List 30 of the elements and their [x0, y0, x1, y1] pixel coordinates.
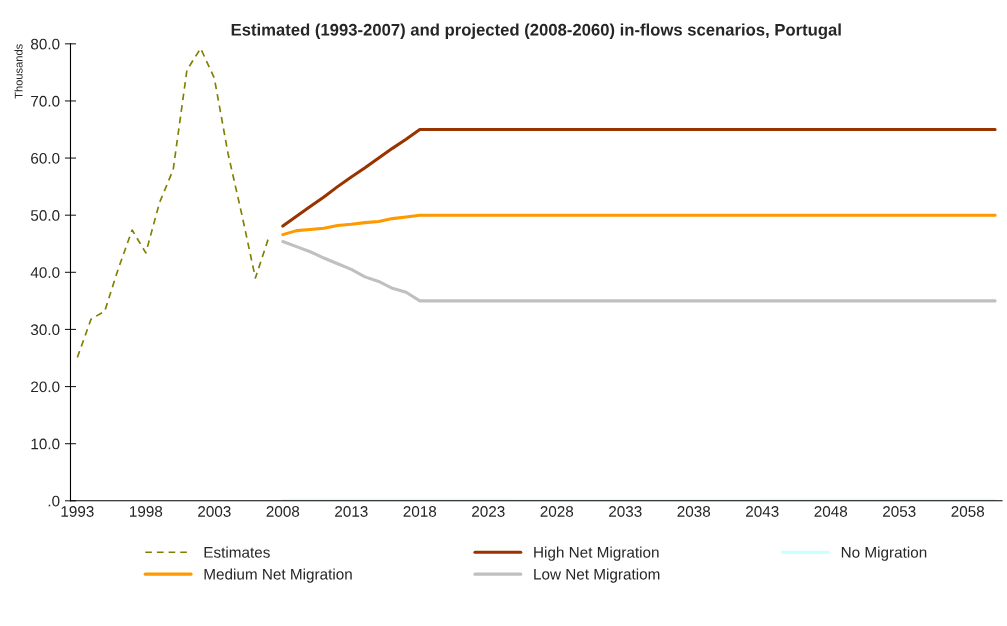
- x-tick-label: 2003: [198, 506, 231, 517]
- y-axis-title: Thousands: [14, 44, 23, 99]
- y-tick-label: 60.0: [31, 152, 60, 164]
- x-tick-label: 2018: [403, 506, 437, 517]
- y-tick-label: 20.0: [31, 381, 60, 393]
- y-tick-label: 70.0: [31, 95, 60, 107]
- x-tick-label: 2033: [609, 506, 642, 517]
- legend-label: Low Net Migratiom: [534, 568, 660, 583]
- y-tick-label: 50.0: [30, 210, 60, 221]
- legend-label: No Migration: [841, 546, 927, 561]
- x-tick-label: 2058: [951, 506, 985, 517]
- x-tick-label: 2048: [814, 506, 848, 517]
- legend-label: High Net Migration: [534, 546, 659, 561]
- x-tick-label: 2013: [335, 506, 368, 517]
- x-tick-label: 2023: [472, 506, 505, 517]
- y-tick-label: 80.0: [31, 38, 60, 50]
- x-tick-label: 2028: [540, 506, 574, 517]
- x-tick-label: 1993: [61, 506, 94, 517]
- legend-label: Estimates: [204, 546, 270, 558]
- x-tick-label: 2043: [746, 506, 779, 517]
- chart-title: Estimated (1993-2007) and projected (2008-2060) in-flows scenarios, Portugal: [231, 23, 841, 40]
- x-tick-label: 1998: [130, 506, 163, 517]
- x-tick-label: 2008: [266, 506, 300, 517]
- legend-label: Medium Net Migration: [204, 568, 352, 583]
- y-tick-label: 40.0: [30, 267, 60, 278]
- x-tick-label: 2038: [677, 506, 711, 517]
- x-tick-label: 2053: [883, 506, 916, 517]
- y-tick-label: .0: [48, 495, 60, 507]
- y-tick-label: 30.0: [30, 324, 60, 336]
- y-tick-label: 10.0: [31, 438, 60, 450]
